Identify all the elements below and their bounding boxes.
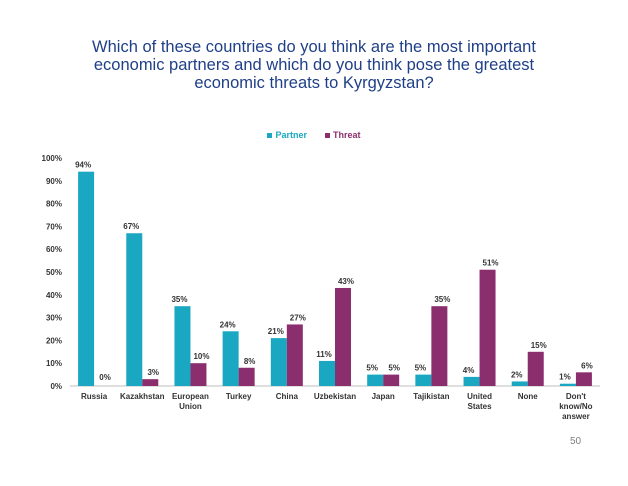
data-label-threat: 15%	[531, 341, 547, 350]
data-label-partner: 11%	[316, 350, 332, 359]
y-tick-label: 20%	[46, 336, 62, 345]
data-label-threat: 5%	[388, 364, 400, 373]
legend-item-threat: Threat	[325, 130, 361, 140]
x-category-label: Japan	[372, 392, 395, 401]
x-category-label-line: None	[518, 392, 539, 401]
x-category-label-line: Uzbekistan	[314, 392, 356, 401]
bar-partner	[319, 360, 335, 386]
data-label-partner: 35%	[171, 295, 187, 304]
x-category-label: Kazakhstan	[120, 392, 165, 401]
data-label-partner: 1%	[559, 373, 571, 382]
x-category-label-line: Tajikistan	[413, 392, 449, 401]
bar-threat	[190, 363, 207, 386]
page-number: 50	[570, 436, 582, 447]
data-label-partner: 5%	[415, 364, 427, 373]
x-category-label: China	[276, 392, 299, 401]
bar-threat	[479, 269, 496, 386]
bar-threat	[527, 351, 544, 386]
chart-title-line: economic threats to Kyrgyzstan?	[194, 74, 434, 92]
x-category-label-line: Union	[179, 402, 202, 411]
x-category-label-line: United	[467, 392, 492, 401]
data-label-threat: 0%	[99, 373, 111, 382]
data-label-threat: 10%	[193, 352, 209, 361]
bar-threat	[575, 372, 592, 386]
y-tick-label: 10%	[46, 359, 62, 368]
data-label-partner: 21%	[268, 327, 284, 336]
data-label-threat: 43%	[338, 277, 354, 286]
x-category-label-line: know/No	[559, 402, 592, 411]
bar-partner	[511, 381, 528, 386]
bar-threat	[142, 379, 159, 386]
x-category-label-line: Japan	[372, 392, 395, 401]
x-category-label-line: answer	[562, 412, 590, 421]
bar-threat	[286, 324, 303, 386]
y-tick-label: 90%	[46, 177, 62, 186]
data-label-partner: 4%	[463, 366, 475, 375]
chart-title: Which of these countries do you think ar…	[40, 38, 588, 92]
data-label-partner: 5%	[366, 364, 378, 373]
bar-threat	[383, 374, 400, 386]
bar-partner	[174, 306, 191, 386]
bar-partner	[463, 376, 480, 386]
bar-threat	[431, 306, 448, 386]
legend-swatch-threat	[325, 132, 330, 138]
bar-partner	[415, 374, 432, 386]
legend-label-partner: Partner	[275, 130, 307, 140]
x-category-label-line: Turkey	[226, 392, 252, 401]
data-label-threat: 51%	[483, 259, 499, 268]
y-tick-label: 30%	[46, 314, 62, 323]
chart-title-line: economic partners and which do you think…	[93, 56, 535, 74]
x-category-label: Tajikistan	[413, 392, 449, 401]
data-label-threat: 8%	[244, 357, 256, 366]
x-category-label: Uzbekistan	[314, 392, 356, 401]
legend-swatch-partner	[267, 132, 273, 138]
data-label-partner: 67%	[123, 222, 139, 231]
y-tick-label: 60%	[46, 245, 62, 254]
bar-partner	[270, 338, 287, 386]
chart-title-line: Which of these countries do you think ar…	[92, 38, 536, 56]
x-category-label: United States	[467, 392, 492, 411]
bar-partner	[78, 171, 95, 386]
x-category-label: None	[518, 392, 539, 401]
bar-partner	[559, 383, 576, 386]
x-category-label-line: States	[468, 402, 493, 411]
y-tick-label: 100%	[42, 154, 62, 163]
x-category-label: Don't know/No answer	[559, 392, 592, 421]
y-tick-label: 80%	[46, 200, 62, 209]
chart-legend: Partner Threat	[0, 130, 628, 140]
x-category-label-line: Russia	[81, 392, 108, 401]
data-label-partner: 2%	[511, 370, 523, 379]
x-category-label-line: Don't	[566, 392, 586, 401]
x-category-label-line: Kazakhstan	[120, 392, 165, 401]
data-label-threat: 3%	[147, 368, 159, 377]
bar-threat	[238, 367, 255, 386]
x-category-label: European Union	[172, 392, 209, 411]
x-category-label-line: China	[276, 392, 299, 401]
x-category-label: Turkey	[226, 392, 252, 401]
y-tick-label: 50%	[46, 268, 62, 277]
legend-label-threat: Threat	[333, 130, 361, 140]
bar-threat	[335, 287, 351, 386]
data-label-partner: 94%	[75, 161, 91, 170]
bar-partner	[222, 331, 239, 386]
y-tick-label: 40%	[46, 291, 62, 300]
y-tick-label: 70%	[46, 222, 62, 231]
data-label-threat: 27%	[290, 313, 306, 322]
x-category-label: Russia	[81, 392, 108, 401]
bar-partner	[367, 374, 384, 386]
data-label-threat: 35%	[434, 295, 450, 304]
bar-partner	[126, 233, 143, 386]
x-category-label-line: European	[172, 392, 209, 401]
y-tick-label: 0%	[50, 382, 62, 391]
data-label-threat: 6%	[581, 361, 593, 370]
data-label-partner: 24%	[220, 320, 236, 329]
legend-item-partner: Partner	[267, 130, 307, 140]
